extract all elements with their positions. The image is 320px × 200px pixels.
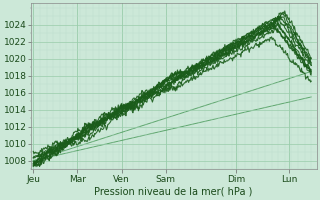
X-axis label: Pression niveau de la mer( hPa ): Pression niveau de la mer( hPa ) <box>94 187 253 197</box>
